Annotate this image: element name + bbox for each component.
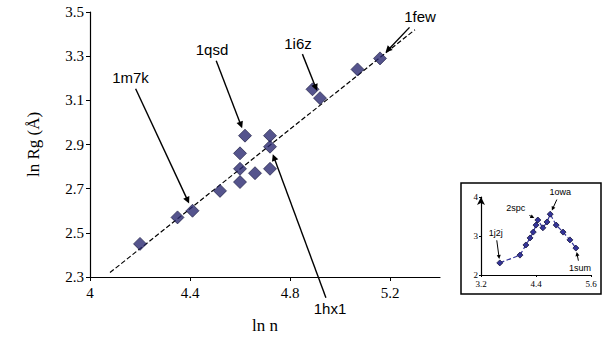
svg-text:1few: 1few [404,8,436,25]
svg-text:ln n: ln n [252,316,278,335]
svg-text:2: 2 [473,270,478,280]
svg-text:3.5: 3.5 [65,4,84,20]
svg-text:2.5: 2.5 [65,225,84,241]
svg-text:4: 4 [86,285,94,301]
svg-text:1sum: 1sum [569,263,591,273]
svg-text:3: 3 [474,231,479,241]
svg-text:3.3: 3.3 [65,48,84,64]
svg-text:5.6: 5.6 [585,279,597,289]
svg-text:2.7: 2.7 [65,181,84,197]
svg-text:3.1: 3.1 [65,92,84,108]
svg-text:4.4: 4.4 [530,279,542,289]
svg-text:1j2j: 1j2j [489,228,503,238]
svg-text:2.3: 2.3 [65,269,84,285]
svg-text:1hx1: 1hx1 [314,300,347,317]
svg-text:1i6z: 1i6z [284,35,312,52]
svg-text:2spc: 2spc [506,203,526,213]
svg-text:4.8: 4.8 [281,285,300,301]
svg-text:1qsd: 1qsd [196,41,229,58]
svg-text:4: 4 [474,192,479,202]
svg-text:ln Rg (Å): ln Rg (Å) [24,112,43,177]
svg-text:4.4: 4.4 [181,285,200,301]
svg-text:3.2: 3.2 [475,279,486,289]
svg-text:5.2: 5.2 [381,285,400,301]
svg-text:1owa: 1owa [549,187,571,197]
svg-text:2.9: 2.9 [65,137,84,153]
svg-text:1m7k: 1m7k [112,69,149,86]
